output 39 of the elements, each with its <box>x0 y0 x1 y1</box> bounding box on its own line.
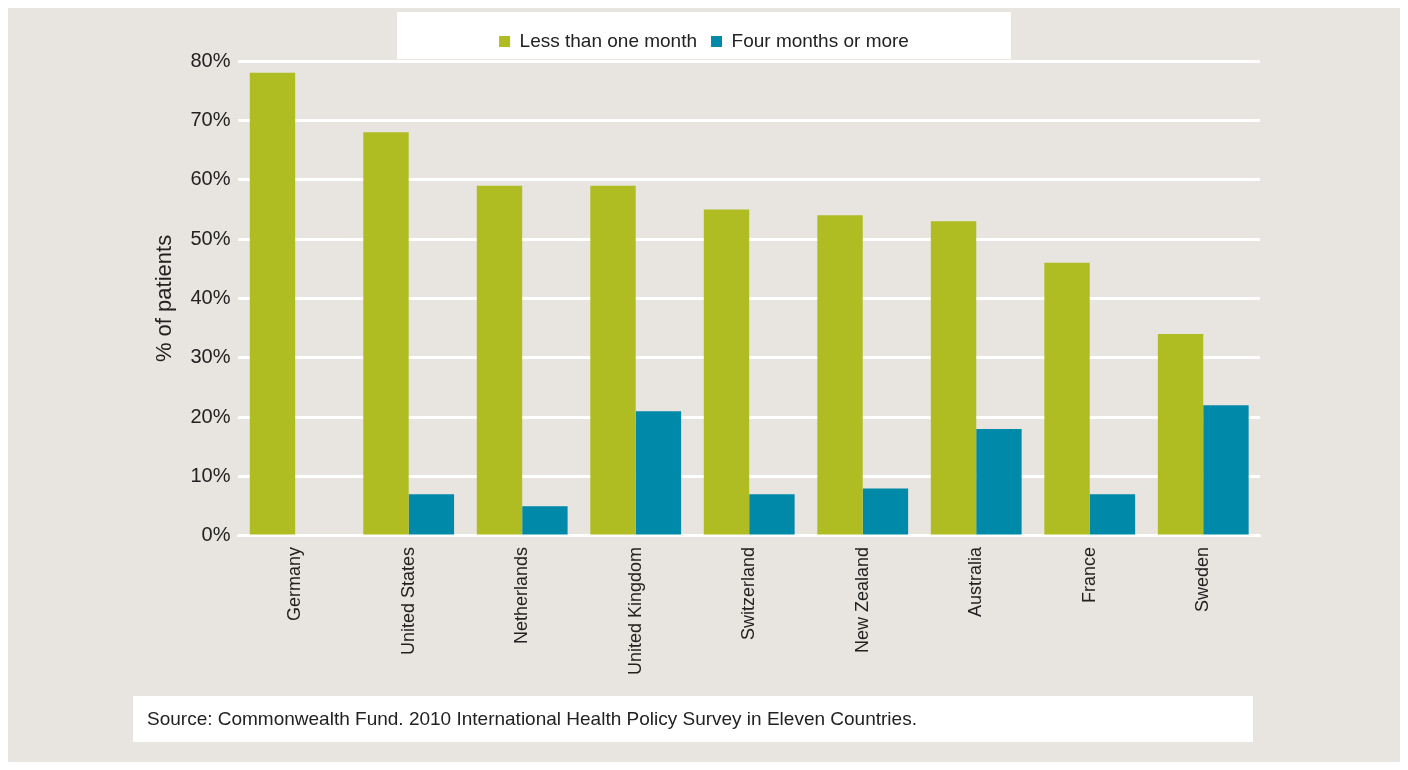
bar <box>1089 494 1136 535</box>
bar <box>363 132 409 535</box>
x-tick-label: Germany <box>284 546 305 621</box>
bar <box>930 221 977 535</box>
bar <box>1157 334 1204 535</box>
y-tick-label: 70% <box>190 107 231 130</box>
y-tick-label: 50% <box>190 226 231 249</box>
y-tick-label: 40% <box>190 285 231 308</box>
bar <box>408 494 455 535</box>
bar <box>703 209 750 535</box>
bar <box>862 488 909 535</box>
x-tick-label: France <box>1078 546 1099 603</box>
x-tick-label: United States <box>397 546 418 655</box>
y-tick-label: 60% <box>190 167 231 190</box>
bar <box>1044 262 1090 535</box>
y-tick-label: 0% <box>201 523 231 546</box>
bar <box>749 494 795 535</box>
y-tick-label: 10% <box>190 464 231 487</box>
bar <box>249 72 296 535</box>
x-tick-label: Netherlands <box>511 546 532 644</box>
x-tick-label: New Zealand <box>851 546 872 653</box>
y-tick-label: 80% <box>190 48 231 71</box>
x-tick-label: Australia <box>965 545 986 617</box>
y-tick-label: 30% <box>190 345 231 368</box>
bar <box>522 506 568 535</box>
bar <box>590 185 636 535</box>
source-note: Source: Commonwealth Fund. 2010 International Health Policy Survey in Eleven Countries. <box>133 696 1253 742</box>
x-tick-label: Sweden <box>1192 546 1213 612</box>
legend-label: Less than one month <box>519 29 698 51</box>
bar <box>976 429 1022 535</box>
bar <box>1203 405 1249 535</box>
y-tick-label: 20% <box>190 404 231 427</box>
bar <box>635 411 682 535</box>
bar <box>476 185 523 535</box>
legend-label: Four months or more <box>731 29 909 51</box>
y-axis-title: % of patients <box>151 234 177 363</box>
bar <box>817 215 863 535</box>
x-tick-label: Switzerland <box>738 546 759 640</box>
x-tick-label: United Kingdom <box>624 546 645 675</box>
